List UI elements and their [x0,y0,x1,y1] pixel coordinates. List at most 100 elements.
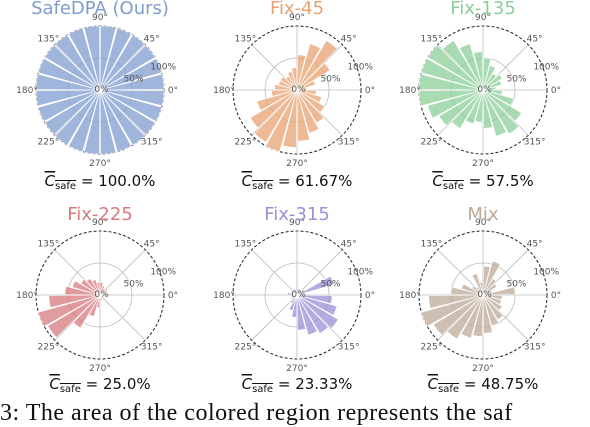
polar-wedge [99,44,156,91]
angle-tick-label: 90° [92,13,108,23]
polar-wedge [99,89,146,146]
polar-wedge [482,294,502,305]
angle-tick-label: 225° [235,343,257,353]
polar-wedge [72,294,101,329]
polar-wedge [296,62,331,91]
polar-wedge [296,40,338,91]
polar-wedge [433,294,484,336]
polar-wedge [287,71,298,91]
metric-label: Csafe = 23.33% [242,375,353,395]
angle-tick-label: 270° [286,159,308,169]
polar-wedge [482,260,501,296]
polar-wedge [428,294,484,309]
polar-wedge [482,89,493,129]
angle-tick-label: 225° [235,138,257,148]
polar-wedge [446,294,484,340]
angle-tick-label: 315° [338,138,360,148]
polar-wedge [99,89,117,155]
angle-tick-label: 180° [213,291,235,301]
polar-wedge [465,89,484,125]
angle-tick-label: 90° [92,218,108,228]
metric-label: Csafe = 48.75% [428,375,539,395]
angle-tick-label: 225° [38,138,60,148]
angle-tick-label: 270° [89,364,111,374]
radial-tick-label: 100% [150,62,176,72]
polar-wedge [296,89,325,124]
angle-tick-label: 135° [38,239,60,249]
figure-caption: 3: The area of the colored region repres… [0,400,513,426]
polar-wedge [296,294,329,334]
polar-chart-2: 0° 45° 90° 135° 180° 225° 270° 315° 0% 50% 100% Fix… [399,0,561,192]
polar-wedge [99,58,162,91]
angle-tick-label: 180° [399,86,421,96]
angle-tick-label: 135° [421,34,443,44]
polar-wedge [99,89,132,152]
radial-tick-label: 100% [150,267,176,277]
polar-wedge [296,89,317,96]
polar-chart-4: 0° 45° 90° 135° 180° 225° 270° 315° 0% 50% 100% Fix… [213,204,375,395]
polar-wedge [471,273,484,296]
polar-wedge [35,73,101,91]
metric-label: Csafe = 25.0% [49,375,150,395]
polar-wedge [265,89,298,152]
polar-wedge [296,89,325,113]
polar-wedge [249,89,298,129]
angle-tick-label: 135° [421,239,443,249]
polar-wedge [472,294,484,337]
polar-wedge [482,265,491,296]
polar-wedge [438,89,484,127]
angle-tick-label: 0° [551,291,561,301]
angle-tick-label: 315° [338,343,360,353]
polar-wedge [427,89,484,119]
polar-wedge [68,28,101,91]
metric-label: Csafe = 61.67% [242,172,353,192]
angle-tick-label: 270° [472,159,494,169]
metric-label: Csafe = 100.0% [45,172,156,192]
chart-title: SafeDPA (Ours) [31,0,169,19]
angle-tick-label: 180° [16,86,38,96]
polar-wedge [418,73,484,91]
polar-wedge [482,73,503,91]
polar-wedge [482,294,503,301]
angle-tick-label: 0° [365,291,375,301]
radial-tick-label: 0% [291,290,306,300]
radial-tick-label: 50% [124,279,144,289]
polar-wedge [44,44,101,91]
polar-wedge [296,294,338,316]
polar-wedge [38,89,101,122]
angle-tick-label: 135° [235,239,257,249]
radial-tick-label: 0% [477,85,492,95]
chart-title: Fix-225 [67,204,133,225]
polar-wedge [68,89,101,152]
polar-wedge [44,89,101,136]
polar-wedge [482,283,498,296]
polar-wedge [296,80,316,91]
angle-tick-label: 225° [38,343,60,353]
polar-wedge [296,294,318,336]
polar-wedge [461,283,484,296]
polar-wedge [482,294,504,321]
radial-tick-label: 0% [94,290,109,300]
polar-wedge [482,80,502,91]
polar-wedge [254,89,298,143]
polar-wedge [99,89,165,107]
radial-tick-label: 100% [533,267,559,277]
angle-tick-label: 270° [286,364,308,374]
angle-tick-label: 315° [141,138,163,148]
polar-wedge [88,294,101,317]
polar-wedge [418,89,484,107]
polar-wedge [38,294,101,327]
polar-wedge [482,278,497,296]
polar-wedge [96,294,101,309]
angle-tick-label: 90° [289,218,305,228]
angle-tick-label: 45° [527,239,543,249]
angle-tick-label: 180° [16,291,38,301]
polar-wedge [473,51,484,91]
polar-wedge [99,89,156,136]
polar-wedge [442,40,484,91]
chart-title: Fix-135 [450,0,516,19]
angle-tick-label: 0° [168,291,178,301]
angle-tick-label: 225° [421,343,443,353]
angle-tick-label: 315° [141,343,163,353]
